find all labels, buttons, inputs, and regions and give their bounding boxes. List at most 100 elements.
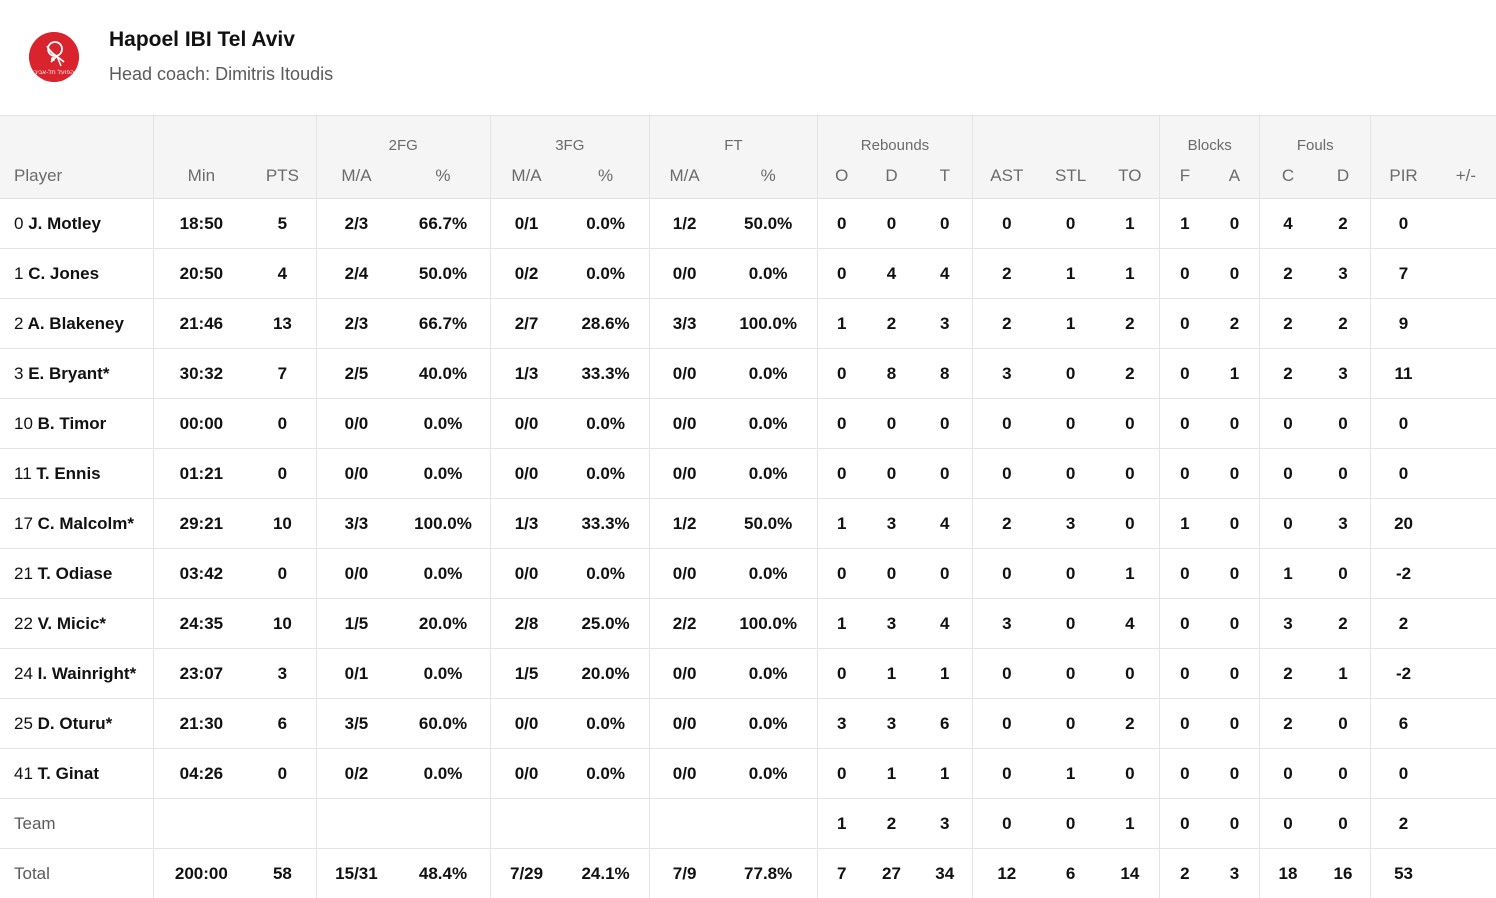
stat-blk-f: 0: [1160, 599, 1210, 649]
player-cell[interactable]: 22 V. Micic*: [0, 599, 153, 649]
stat-foul-c: 4: [1260, 199, 1316, 249]
player-cell[interactable]: 2 A. Blakeney: [0, 299, 153, 349]
stat-fg3-pct: 20.0%: [562, 649, 649, 699]
stat-reb-t: 8: [917, 349, 972, 399]
stat-reb-d: 3: [865, 699, 917, 749]
stat-fg3-pct: 0.0%: [562, 699, 649, 749]
player-name-link[interactable]: D. Oturu*: [38, 714, 113, 733]
stat-blk-f: 0: [1160, 799, 1210, 849]
player-cell[interactable]: 41 T. Ginat: [0, 749, 153, 799]
stat-ft-ma: 1/2: [649, 499, 719, 549]
player-name-link[interactable]: T. Ennis: [36, 464, 100, 483]
stat-ft-ma: 1/2: [649, 199, 719, 249]
stat-stl: 1: [1041, 299, 1101, 349]
stat-foul-d: 2: [1316, 299, 1371, 349]
stat-blk-f: 2: [1160, 849, 1210, 898]
stat-pm: [1436, 549, 1496, 599]
player-cell[interactable]: 24 I. Wainright*: [0, 649, 153, 699]
player-cell[interactable]: 3 E. Bryant*: [0, 349, 153, 399]
stat-reb-d: 0: [865, 549, 917, 599]
stat-pir: 11: [1371, 349, 1436, 399]
player-name-link[interactable]: E. Bryant*: [28, 364, 109, 383]
stat-blk-a: 0: [1210, 249, 1260, 299]
stat-pm: [1436, 449, 1496, 499]
stat-blk-a: 0: [1210, 199, 1260, 249]
player-name-link[interactable]: A. Blakeney: [28, 314, 124, 333]
player-cell[interactable]: 10 B. Timor: [0, 399, 153, 449]
col-pir: PIR: [1371, 154, 1436, 199]
player-cell[interactable]: 25 D. Oturu*: [0, 699, 153, 749]
stat-stl: 0: [1041, 649, 1101, 699]
player-name-link[interactable]: C. Jones: [28, 264, 99, 283]
stat-ft-pct: 0.0%: [719, 749, 817, 799]
stat-min: 00:00: [153, 399, 249, 449]
stat-reb-d: 8: [865, 349, 917, 399]
player-cell[interactable]: 1 C. Jones: [0, 249, 153, 299]
player-name-link[interactable]: J. Motley: [28, 214, 101, 233]
stat-blk-a: 2: [1210, 299, 1260, 349]
stat-fg3-pct: 0.0%: [562, 199, 649, 249]
stat-ft-pct: 100.0%: [719, 299, 817, 349]
stat-ft-pct: 0.0%: [719, 449, 817, 499]
stat-ast: 0: [973, 799, 1041, 849]
stat-pm: [1436, 799, 1496, 849]
stat-ft-pct: 77.8%: [719, 849, 817, 898]
stat-to: 2: [1101, 699, 1160, 749]
player-cell[interactable]: 0 J. Motley: [0, 199, 153, 249]
player-name-link[interactable]: I. Wainright*: [38, 664, 137, 683]
stat-blk-f: 0: [1160, 449, 1210, 499]
col-foul-d: D: [1316, 154, 1371, 199]
stat-to: 0: [1101, 499, 1160, 549]
stat-foul-d: 0: [1316, 799, 1371, 849]
stat-reb-o: 0: [817, 649, 865, 699]
col-2fg-pct: %: [396, 154, 490, 199]
stat-ast: 0: [973, 699, 1041, 749]
stat-fg2-pct: 60.0%: [396, 699, 490, 749]
header-group-row: 2FG 3FG FT Rebounds Blocks Fouls: [0, 116, 1496, 155]
player-cell[interactable]: 21 T. Odiase: [0, 549, 153, 599]
stat-fg3-pct: 33.3%: [562, 349, 649, 399]
stat-fg2-pct: 0.0%: [396, 399, 490, 449]
stat-ft-pct: 0.0%: [719, 349, 817, 399]
stat-pm: [1436, 699, 1496, 749]
stat-min: [153, 799, 249, 849]
stat-foul-c: 2: [1260, 349, 1316, 399]
player-name-link[interactable]: T. Odiase: [38, 564, 113, 583]
stat-reb-d: 3: [865, 599, 917, 649]
jersey-number: 3: [14, 364, 23, 383]
group-fouls: Fouls: [1260, 116, 1371, 155]
stat-fg2-ma: 2/3: [316, 299, 396, 349]
player-name-link[interactable]: T. Ginat: [38, 764, 99, 783]
stat-pm: [1436, 199, 1496, 249]
stat-fg2-ma: 15/31: [316, 849, 396, 898]
player-name-link[interactable]: B. Timor: [38, 414, 107, 433]
stat-ast: 0: [973, 449, 1041, 499]
stat-stl: 0: [1041, 399, 1101, 449]
stat-fg2-ma: [316, 799, 396, 849]
stat-pir: 9: [1371, 299, 1436, 349]
player-cell[interactable]: 17 C. Malcolm*: [0, 499, 153, 549]
stat-fg2-pct: 0.0%: [396, 449, 490, 499]
jersey-number: 2: [14, 314, 23, 333]
stat-fg2-pct: 0.0%: [396, 649, 490, 699]
player-cell[interactable]: 11 T. Ennis: [0, 449, 153, 499]
player-name-link[interactable]: C. Malcolm*: [38, 514, 134, 533]
stat-fg3-ma: 0/1: [490, 199, 562, 249]
team-name[interactable]: Hapoel IBI Tel Aviv: [109, 28, 295, 52]
stat-reb-o: 1: [817, 799, 865, 849]
stat-fg2-ma: 0/1: [316, 649, 396, 699]
stat-ft-pct: [719, 799, 817, 849]
stat-min: 04:26: [153, 749, 249, 799]
stat-ft-ma: 0/0: [649, 549, 719, 599]
stat-min: 01:21: [153, 449, 249, 499]
player-name-link[interactable]: V. Micic*: [38, 614, 106, 633]
stat-pts: [249, 799, 316, 849]
stat-fg3-ma: [490, 799, 562, 849]
stat-min: 29:21: [153, 499, 249, 549]
stat-pts: 0: [249, 549, 316, 599]
stat-to: 0: [1101, 749, 1160, 799]
stat-reb-o: 0: [817, 349, 865, 399]
